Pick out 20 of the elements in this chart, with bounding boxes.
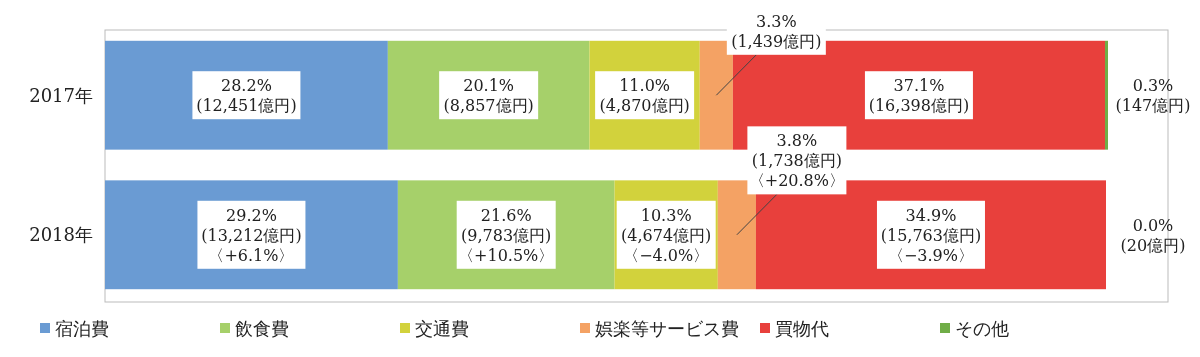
y-tick-label: 2018年: [29, 224, 93, 246]
data-label: 3.8% (1,738億円) 〈+20.8%〉: [748, 130, 846, 190]
y-tick-label: 2017年: [29, 84, 93, 106]
legend-label: 娯楽等サービス費: [595, 317, 739, 339]
data-label: 20.1% (8,857億円): [443, 75, 534, 115]
data-label: 10.3% (4,674億円) 〈−4.0%〉: [621, 205, 712, 265]
legend-label: 交通費: [415, 317, 469, 339]
data-label: 34.9% (15,763億円) 〈−3.9%〉: [880, 205, 982, 265]
data-label: 0.0% (20億円): [1120, 215, 1186, 255]
legend-label: 宿泊費: [55, 317, 109, 339]
data-label: 37.1% (16,398億円): [868, 75, 970, 115]
data-label: 0.3% (147億円): [1115, 75, 1191, 115]
legend-label: その他: [955, 317, 1009, 339]
data-label: 3.3% (1,439億円): [731, 11, 822, 51]
data-label: 28.2% (12,451億円): [196, 75, 297, 115]
data-label: 29.2% (13,212億円) 〈+6.1%〉: [201, 205, 302, 265]
legend-label: 買物代: [775, 317, 829, 339]
data-label: 21.6% (9,783億円) 〈+10.5%〉: [458, 205, 555, 265]
data-label: 11.0% (4,870億円): [599, 75, 690, 115]
legend-label: 飲食費: [235, 317, 289, 339]
